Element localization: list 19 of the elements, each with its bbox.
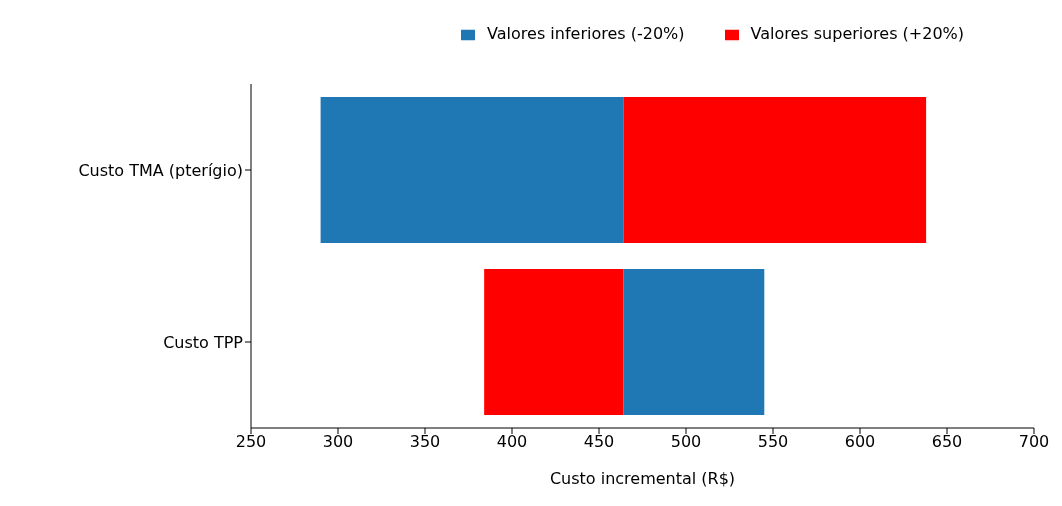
legend-label: Valores superiores (+20%)	[750, 24, 964, 43]
x-tick-label: 300	[322, 432, 354, 452]
y-tick-label: Custo TMA (pterígio)	[78, 160, 243, 180]
bar	[623, 97, 927, 243]
x-tick-label: 250	[235, 432, 267, 452]
x-axis-title: Custo incremental (R$)	[549, 469, 736, 488]
x-tick-label: 350	[409, 432, 441, 452]
bar	[320, 97, 624, 243]
x-tick-label: 400	[496, 432, 528, 452]
bar	[623, 269, 765, 415]
x-tick-label: 650	[931, 432, 963, 452]
legend-label: Valores inferiores (-20%)	[487, 24, 685, 43]
x-tick-label: 550	[757, 432, 789, 452]
bar	[484, 269, 624, 415]
x-tick-label: 700	[1018, 432, 1050, 452]
y-tick-label: Custo TPP	[163, 332, 244, 352]
x-tick-label: 500	[670, 432, 702, 452]
x-tick-label: 600	[844, 432, 876, 452]
x-tick-label: 450	[583, 432, 615, 452]
